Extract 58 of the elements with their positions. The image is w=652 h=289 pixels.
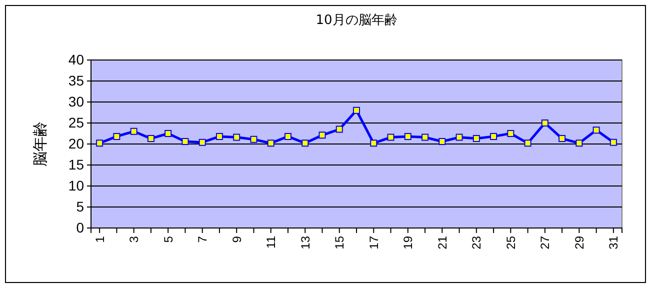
point xyxy=(422,134,429,141)
point xyxy=(284,132,292,140)
point xyxy=(96,140,104,147)
point xyxy=(507,130,514,137)
point xyxy=(164,130,172,137)
point xyxy=(370,140,378,147)
point xyxy=(353,106,360,114)
point xyxy=(472,135,480,142)
x-tick-label: 19 xyxy=(401,236,416,250)
point xyxy=(182,138,189,145)
point xyxy=(336,126,343,133)
point xyxy=(147,135,154,142)
x-tick-label: 5 xyxy=(161,236,176,243)
y-axis-title: 脳年齢 xyxy=(31,122,49,166)
x-tick-label: 27 xyxy=(538,236,552,250)
x-tick-label: 1 xyxy=(92,236,107,243)
point xyxy=(558,135,566,142)
point xyxy=(576,140,583,147)
point xyxy=(113,132,120,140)
x-tick-label: 13 xyxy=(298,236,312,250)
point xyxy=(524,140,532,147)
point xyxy=(490,132,498,140)
x-tick-label: 11 xyxy=(264,236,278,248)
y-tick-label: 15 xyxy=(68,156,84,172)
point xyxy=(216,132,223,140)
x-tick-label: 31 xyxy=(606,236,621,250)
x-tick-label: 29 xyxy=(572,236,586,250)
point xyxy=(318,132,326,139)
point xyxy=(592,126,600,134)
x-tick-label: 9 xyxy=(230,236,244,243)
y-tick-label: 25 xyxy=(68,114,84,130)
x-tick-label: 25 xyxy=(504,236,518,250)
point xyxy=(456,134,463,141)
point xyxy=(233,134,240,141)
x-tick-label: 3 xyxy=(127,236,142,243)
x-tick-label: 15 xyxy=(332,236,347,250)
point xyxy=(130,128,138,135)
point xyxy=(267,140,274,147)
point xyxy=(610,138,617,146)
point xyxy=(302,140,309,147)
point xyxy=(404,132,412,140)
x-tick-label: 17 xyxy=(366,236,381,250)
point xyxy=(198,138,206,146)
y-tick-label: 35 xyxy=(68,72,84,88)
y-tick-label: 10 xyxy=(68,177,84,194)
point xyxy=(541,120,548,126)
point xyxy=(387,134,394,141)
point xyxy=(438,138,446,145)
y-tick-label: 0 xyxy=(76,219,84,236)
x-tick-label: 7 xyxy=(196,236,210,243)
chart-title: 10月の脳年齢 xyxy=(316,13,398,28)
x-tick-label: 23 xyxy=(470,236,484,250)
y-tick-label: 5 xyxy=(76,198,84,214)
y-tick-label: 40 xyxy=(68,51,84,68)
y-tick-label: 20 xyxy=(68,135,84,152)
y-tick-label: 30 xyxy=(68,93,84,110)
point xyxy=(250,136,258,143)
x-tick-label: 21 xyxy=(435,236,450,250)
